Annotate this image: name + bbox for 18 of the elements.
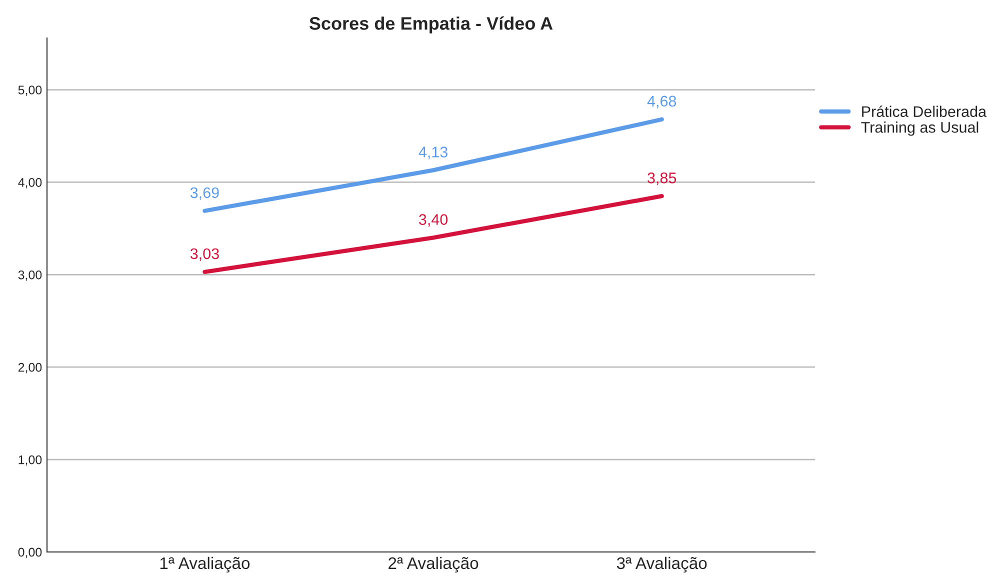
y-tick-label: 1,00 [18, 455, 42, 466]
data-label: 4,13 [418, 146, 448, 160]
data-label: 3,40 [419, 214, 448, 227]
x-tick-label: 3ª Avaliação [616, 556, 707, 572]
data-label: 3,85 [648, 172, 676, 186]
data-label: 3,69 [190, 187, 219, 200]
y-tick-label: 3,00 [18, 270, 42, 281]
y-tick-label: 4,00 [18, 178, 42, 188]
data-label: 4,68 [647, 96, 676, 108]
y-tick-label: 5,00 [18, 86, 42, 96]
y-tick-label: 2,00 [18, 362, 42, 374]
chart-title: Scores de Empatia - Vídeo A [309, 16, 553, 34]
x-tick-label: 2ª Avaliação [388, 556, 478, 572]
legend-label: Prática Deliberada [862, 106, 987, 118]
x-tick-label: 1ª Avaliação [160, 556, 250, 572]
legend-label: Training as Usual [861, 122, 978, 136]
data-label: 3,03 [190, 248, 219, 261]
y-tick-label: 0,00 [18, 548, 42, 558]
